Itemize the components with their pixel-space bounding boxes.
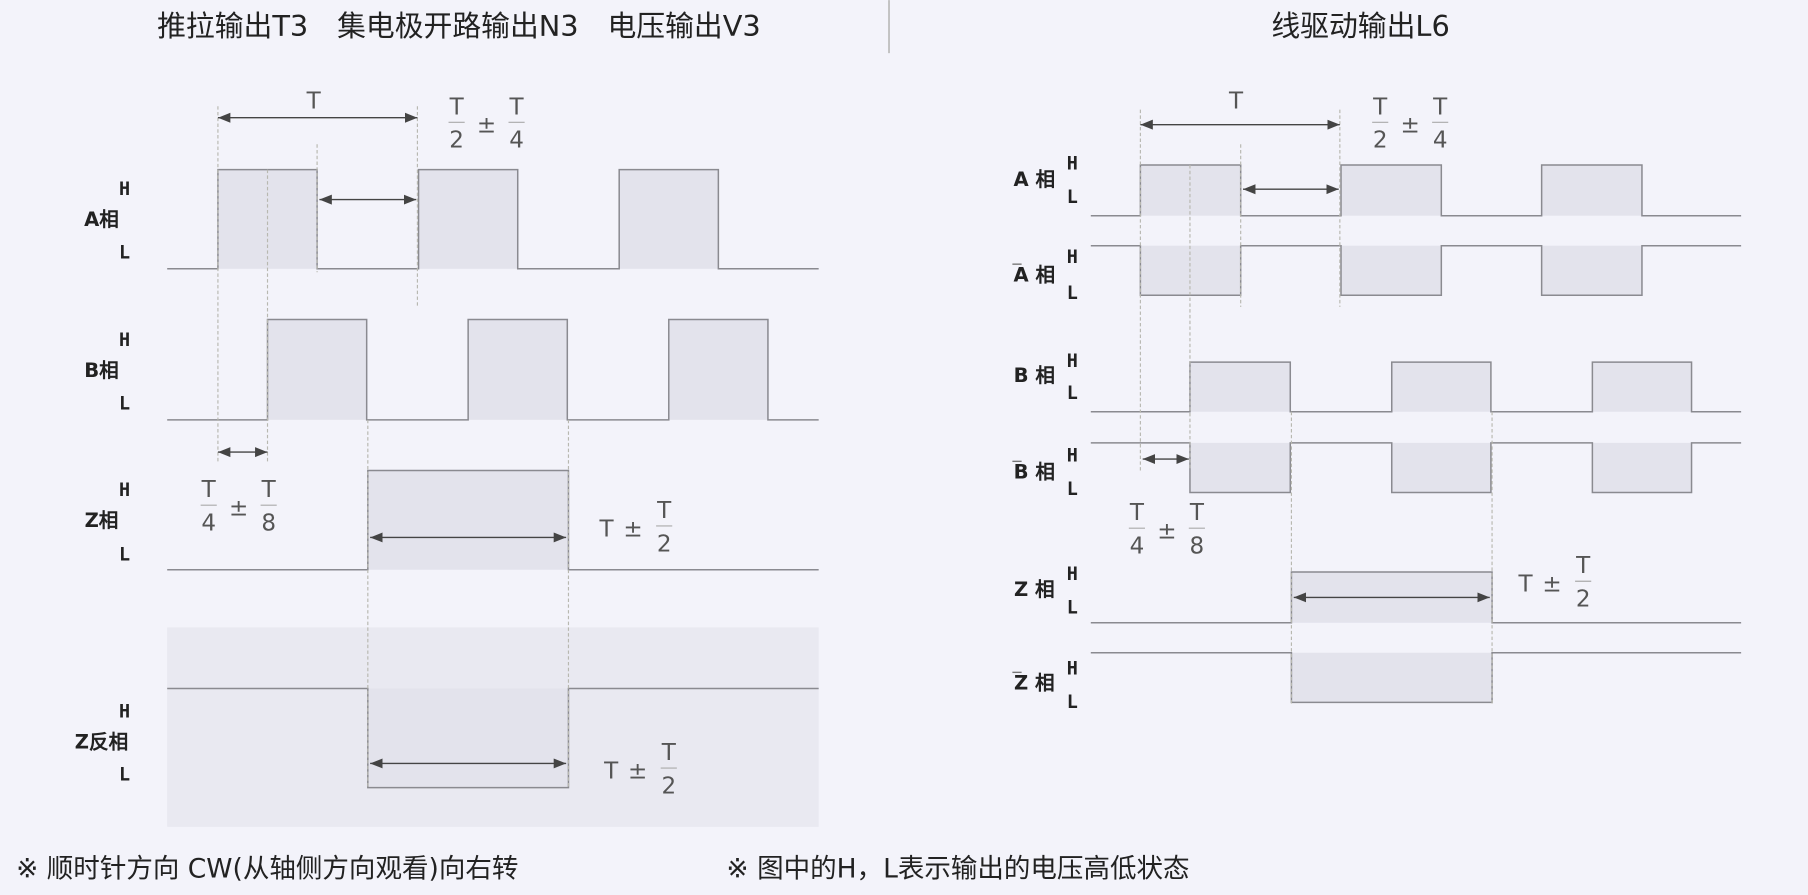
left-duty-tolerance-numerator: T	[449, 94, 465, 120]
left-title: 推拉输出T3 集电极开路输出N3 电压输出V3	[157, 9, 761, 43]
left-z-tolerance-term: T	[598, 516, 614, 542]
right-a-bar-pulse	[1341, 245, 1442, 296]
left-low-label: L	[119, 242, 130, 263]
left-high-label: H	[119, 330, 130, 351]
right-high-label: H	[1067, 247, 1078, 268]
left-z-waveform	[167, 469, 819, 571]
left-z-inverse-tolerance-denominator: 2	[661, 773, 676, 799]
right-signal-label: Z 相	[1014, 672, 1055, 695]
right-b-waveform	[1090, 361, 1742, 413]
left-duty-tolerance-denominator: 4	[509, 128, 524, 154]
left-low-label: L	[119, 545, 130, 566]
right-a-pulse	[1541, 165, 1642, 216]
right-high-label: H	[1067, 351, 1078, 372]
footer-note-hl: ※ 图中的H，L表示输出的电压高低状态	[726, 854, 1189, 885]
right-z-tolerance-denominator: 2	[1576, 587, 1591, 613]
right-z-bar-pulse	[1291, 652, 1493, 703]
right-duty-tolerance-denominator: 2	[1373, 128, 1388, 154]
left-b-pulse	[468, 319, 568, 420]
left-z-inverse-waveform	[167, 687, 819, 789]
left-z-inverse-tolerance-term: T	[603, 758, 619, 784]
left-a-waveform	[167, 168, 819, 270]
left-phase-tolerance-denominator: 8	[261, 511, 276, 537]
right-z-bar-waveform	[1090, 651, 1742, 704]
right-z-waveform	[1090, 571, 1742, 624]
right-a-waveform	[1090, 164, 1742, 217]
right-phase-tolerance-operator: ±	[1157, 519, 1176, 545]
right-b-pulse	[1189, 362, 1291, 412]
right-b-bar-waveform	[1090, 442, 1742, 494]
right-b-pulse	[1592, 362, 1692, 412]
right-phase-tolerance-denominator: 8	[1190, 534, 1205, 560]
left-signal-label: B相	[84, 359, 119, 382]
left-z-inverse-tolerance-numerator: T	[661, 740, 677, 766]
left-low-label: L	[119, 393, 130, 414]
right-z-tolerance-term: T	[1517, 572, 1533, 598]
left-z-tolerance-denominator: 2	[657, 531, 672, 557]
right-low-label: L	[1067, 383, 1078, 404]
left-z-inverse-tolerance-operator: ±	[628, 758, 647, 784]
right-b-bar-pulse	[1391, 442, 1491, 493]
left-signal-label: Z反相	[75, 730, 128, 753]
left-b-pulse	[668, 319, 768, 420]
right-b-bar-pulse	[1592, 442, 1692, 493]
right-a-bar-pulse	[1541, 245, 1642, 296]
right-low-label: L	[1067, 479, 1078, 500]
right-low-label: L	[1067, 283, 1078, 304]
right-signal-label: A 相	[1013, 168, 1055, 191]
left-phase-tolerance-numerator: T	[261, 477, 277, 503]
right-duty-tolerance-denominator: 4	[1433, 128, 1448, 154]
right-low-label: L	[1067, 692, 1078, 713]
left-phase-tolerance-numerator: T	[201, 477, 217, 503]
left-a-pulse	[619, 169, 719, 269]
left-z-tolerance-numerator: T	[656, 498, 672, 524]
left-duty-tolerance-denominator: 2	[449, 128, 464, 154]
right-title: 线驱动输出L6	[1271, 9, 1449, 43]
right-high-label: H	[1067, 659, 1078, 680]
right-phase-tolerance-numerator: T	[1189, 500, 1205, 526]
right-z-tolerance-operator: ±	[1542, 572, 1561, 598]
right-duty-tolerance-operator: ±	[1401, 113, 1420, 139]
left-z-pulse	[367, 470, 569, 570]
right-phase-tolerance-denominator: 4	[1130, 534, 1145, 560]
right-signal-label: A 相	[1013, 263, 1055, 286]
left-phase-tolerance-denominator: 4	[201, 511, 216, 537]
left-low-label: L	[119, 765, 130, 786]
footer-note-rotation: ※ 顺时针方向 CW(从轴侧方向观看)向右转	[16, 854, 518, 885]
right-a-pulse	[1341, 165, 1442, 216]
right-duty-tolerance-numerator: T	[1432, 94, 1448, 120]
right-high-label: H	[1067, 154, 1078, 175]
left-z-inverse-pulse	[367, 688, 569, 788]
left-high-label: H	[119, 701, 130, 722]
right-duty-tolerance-numerator: T	[1372, 94, 1388, 120]
right-b-pulse	[1391, 362, 1491, 412]
right-high-label: H	[1067, 445, 1078, 466]
left-high-label: H	[119, 480, 130, 501]
right-phase-tolerance-numerator: T	[1129, 500, 1145, 526]
right-low-label: L	[1067, 598, 1078, 619]
left-b-pulse	[267, 319, 367, 420]
left-duty-tolerance-numerator: T	[509, 94, 525, 120]
left-signal-label: A相	[84, 208, 119, 231]
left-high-label: H	[119, 179, 130, 200]
right-a-bar-waveform	[1090, 244, 1742, 297]
left-b-waveform	[167, 318, 819, 421]
right-z-tolerance-numerator: T	[1575, 553, 1591, 579]
left-period-label: T	[306, 88, 322, 114]
right-signal-label: B 相	[1014, 364, 1055, 387]
right-low-label: L	[1067, 187, 1078, 208]
left-signal-label: Z相	[85, 509, 119, 532]
right-period-label: T	[1228, 88, 1244, 114]
left-duty-tolerance-operator: ±	[477, 113, 496, 139]
left-phase-tolerance-operator: ±	[229, 496, 248, 522]
left-a-pulse	[418, 169, 518, 269]
left-z-tolerance-operator: ±	[623, 516, 642, 542]
right-signal-label: B 相	[1014, 461, 1055, 484]
right-b-bar-pulse	[1189, 442, 1291, 493]
right-high-label: H	[1067, 564, 1078, 585]
right-signal-label: Z 相	[1014, 578, 1055, 601]
